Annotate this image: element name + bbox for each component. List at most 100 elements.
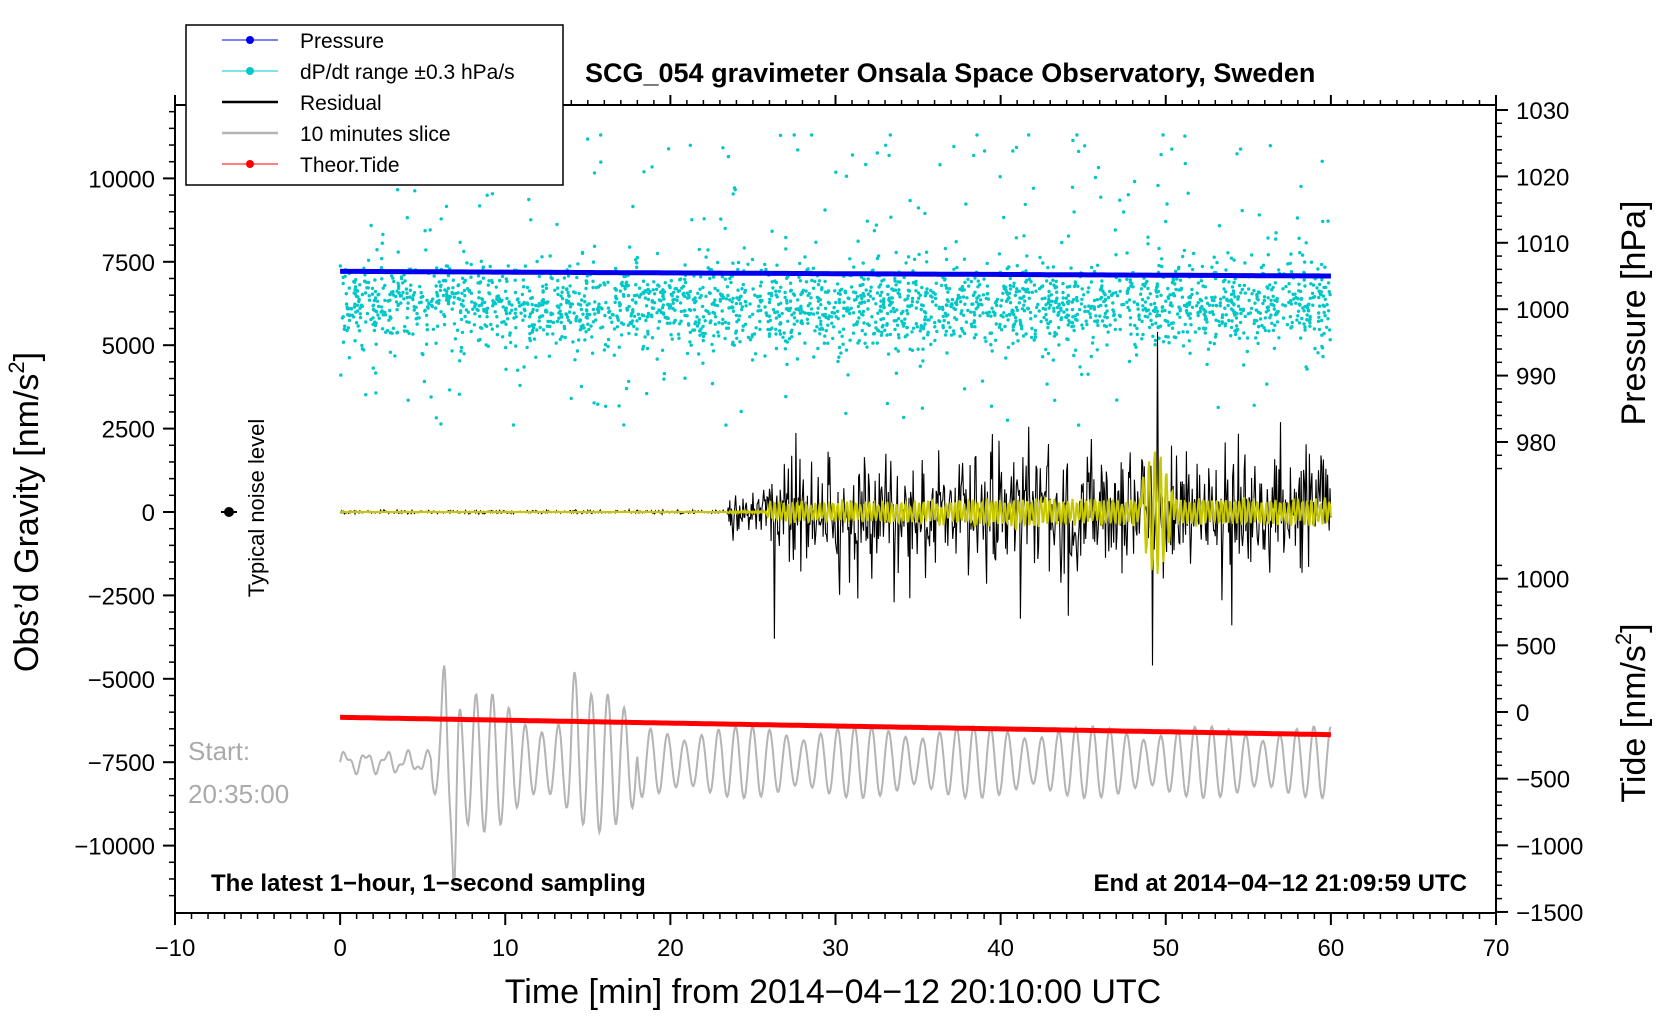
dpdt-point <box>408 288 413 292</box>
dpdt-point <box>1131 285 1135 289</box>
dpdt-point <box>716 260 720 265</box>
dpdt-point <box>721 146 725 150</box>
dpdt-point <box>1260 323 1264 328</box>
dpdt-point <box>1252 403 1256 407</box>
dpdt-point <box>767 334 772 338</box>
dpdt-point <box>504 306 508 310</box>
dpdt-point <box>818 298 823 302</box>
dpdt-point <box>1126 305 1130 310</box>
dpdt-point <box>1245 336 1250 340</box>
dpdt-point <box>959 300 963 304</box>
dpdt-point <box>1003 324 1007 329</box>
dpdt-point <box>482 307 486 312</box>
dpdt-point <box>734 301 739 306</box>
dpdt-point <box>800 291 805 295</box>
dpdt-point <box>558 337 562 341</box>
dpdt-point <box>702 217 706 221</box>
dpdt-point <box>1014 305 1019 310</box>
dpdt-point <box>1047 289 1051 294</box>
dpdt-point <box>1224 290 1228 294</box>
dpdt-point <box>662 290 667 294</box>
dpdt-point <box>1018 318 1022 322</box>
dpdt-point <box>1024 289 1028 294</box>
dpdt-point <box>942 318 946 323</box>
dpdt-point <box>1256 310 1261 314</box>
dpdt-point <box>1212 255 1216 259</box>
dpdt-point <box>1253 301 1257 305</box>
dpdt-point <box>933 338 937 343</box>
dpdt-point <box>1068 284 1072 289</box>
dpdt-point <box>1075 295 1079 300</box>
dpdt-point <box>405 291 409 295</box>
dpdt-point <box>625 284 629 288</box>
dpdt-point <box>703 331 707 336</box>
dpdt-point <box>779 285 783 289</box>
dpdt-point <box>818 332 822 336</box>
dpdt-point <box>1296 297 1300 301</box>
dpdt-point <box>721 317 725 322</box>
dpdt-point <box>1064 296 1069 300</box>
dpdt-point <box>1195 304 1199 308</box>
dpdt-point <box>1176 312 1180 316</box>
dpdt-point <box>929 288 933 293</box>
dpdt-point <box>632 314 637 318</box>
dpdt-point <box>1187 263 1192 268</box>
dpdt-point <box>834 170 838 174</box>
dpdt-point <box>812 355 816 359</box>
dpdt-point <box>532 337 537 341</box>
dpdt-point <box>774 346 779 351</box>
dpdt-point <box>685 296 690 300</box>
dpdt-point <box>924 291 928 295</box>
dpdt-point <box>952 267 956 271</box>
dpdt-point <box>848 338 852 342</box>
dpdt-point <box>645 391 649 396</box>
dpdt-point <box>568 264 572 268</box>
dpdt-point <box>811 286 816 290</box>
dpdt-point <box>695 324 700 328</box>
dpdt-point <box>1186 191 1190 195</box>
dpdt-point <box>844 411 848 416</box>
dpdt-point <box>1308 296 1313 300</box>
dpdt-point <box>675 298 679 303</box>
dpdt-point <box>701 315 706 319</box>
dpdt-point <box>408 295 412 299</box>
dpdt-point <box>1326 309 1331 313</box>
dpdt-point <box>723 277 727 281</box>
dpdt-point <box>1005 298 1010 302</box>
dpdt-point <box>823 279 827 284</box>
dpdt-point <box>1143 284 1147 288</box>
dpdt-point <box>653 292 657 296</box>
dpdt-point <box>905 308 909 313</box>
dpdt-point <box>911 281 916 285</box>
dpdt-point <box>341 281 345 286</box>
dpdt-point <box>919 307 923 312</box>
dpdt-point <box>962 387 967 391</box>
dpdt-point <box>1232 258 1236 262</box>
dpdt-point <box>573 291 577 295</box>
dpdt-point <box>1047 294 1051 298</box>
dpdt-point <box>642 291 646 295</box>
dpdt-point <box>634 332 638 337</box>
dpdt-point <box>1006 345 1011 350</box>
dpdt-point <box>1196 301 1200 305</box>
dpdt-point <box>1167 323 1171 327</box>
dpdt-point <box>1229 256 1234 260</box>
dpdt-point <box>478 314 482 319</box>
dpdt-point <box>1299 184 1303 189</box>
dpdt-point <box>459 349 463 353</box>
dpdt-point <box>1266 253 1271 257</box>
dpdt-point <box>777 289 781 293</box>
dpdt-point <box>346 326 350 330</box>
dpdt-point <box>535 308 539 312</box>
dpdt-point <box>985 284 990 288</box>
dpdt-point <box>960 309 964 313</box>
dpdt-point <box>514 326 518 330</box>
dpdt-point <box>823 312 827 317</box>
dpdt-point <box>956 297 960 301</box>
dpdt-point <box>439 310 443 314</box>
dpdt-point <box>844 348 849 352</box>
dpdt-point <box>459 317 464 322</box>
dpdt-point <box>490 192 495 196</box>
dpdt-point <box>1041 355 1045 359</box>
dpdt-point <box>1029 335 1034 340</box>
